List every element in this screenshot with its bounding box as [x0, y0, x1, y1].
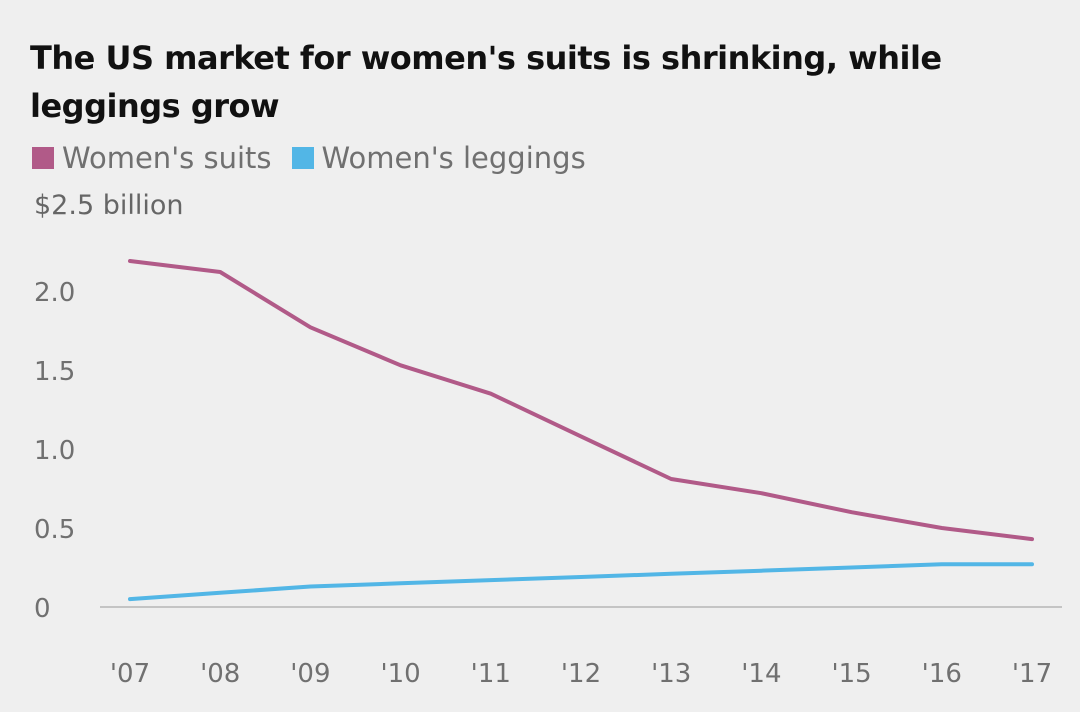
x-tick-label: '10	[380, 659, 420, 689]
y-tick-label: 0	[34, 594, 51, 624]
x-tick-label: '07	[110, 659, 150, 689]
y-tick-label: 0.5	[34, 515, 75, 545]
legend-item-womens-suits: Women's suits	[32, 141, 272, 175]
legend-swatch-womens-suits	[32, 147, 54, 169]
series-line-womens-leggings	[128, 562, 1034, 602]
y-tick-label: 2.0	[34, 278, 75, 308]
x-tick-label: '16	[922, 659, 962, 689]
y-tick-label: 1.0	[34, 436, 75, 466]
legend: Women's suits Women's leggings	[32, 136, 606, 180]
legend-label-womens-suits: Women's suits	[62, 141, 272, 175]
series-line-womens-suits	[128, 259, 1034, 542]
y-axis-unit-label: $2.5 billion	[34, 190, 184, 221]
legend-label-womens-leggings: Women's leggings	[321, 141, 586, 175]
y-tick-label: 1.5	[34, 357, 75, 387]
x-tick-label: '14	[741, 659, 781, 689]
legend-swatch-womens-leggings	[291, 147, 314, 169]
x-tick-label: '08	[200, 659, 240, 689]
x-tick-label: '12	[561, 659, 601, 689]
x-tick-label: '17	[1012, 659, 1052, 689]
x-tick-label: '09	[290, 659, 330, 689]
chart-title: The US market for women's suits is shrin…	[30, 39, 942, 125]
x-tick-label: '11	[471, 659, 511, 689]
x-tick-label: '13	[651, 659, 691, 689]
legend-item-womens-leggings: Women's leggings	[291, 141, 586, 175]
x-tick-label: '15	[831, 659, 871, 689]
